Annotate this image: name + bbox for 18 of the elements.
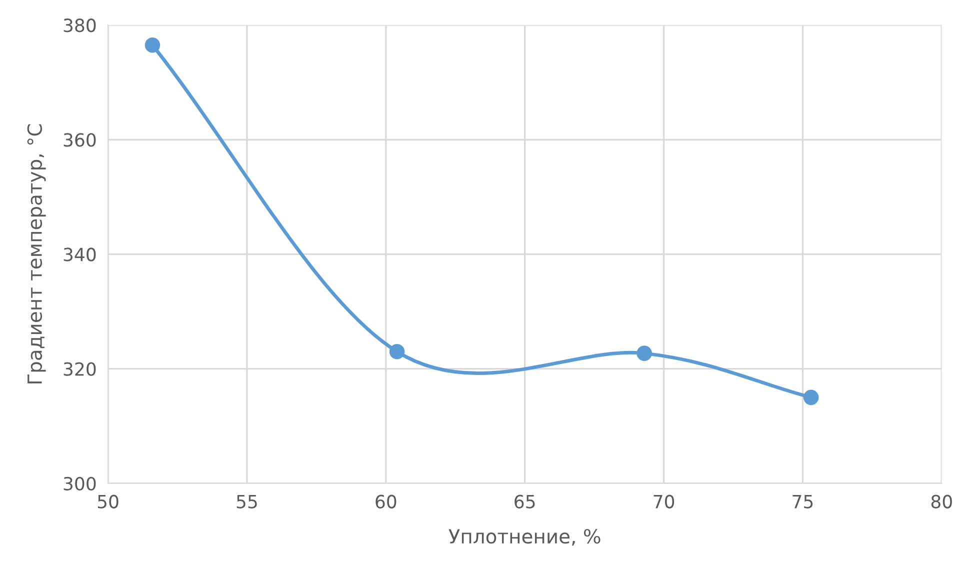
y-tick-label: 380 bbox=[64, 18, 96, 32]
x-tick-label: 60 bbox=[376, 494, 396, 508]
y-tick-label: 320 bbox=[64, 362, 96, 376]
y-axis-title: Градиент температур, °C bbox=[27, 124, 46, 384]
y-tick-label: 300 bbox=[64, 476, 96, 490]
x-axis-title: Уплотнение, % bbox=[448, 528, 600, 546]
point bbox=[636, 346, 652, 361]
x-tick-label: 50 bbox=[98, 494, 118, 508]
point bbox=[389, 344, 405, 360]
x-tick-label: 55 bbox=[236, 495, 257, 508]
x-tick-label: 65 bbox=[514, 494, 535, 508]
x-tick-label: 80 bbox=[931, 494, 952, 508]
x-tick-label: 70 bbox=[654, 494, 674, 508]
point bbox=[144, 37, 160, 53]
x-tick-label: 75 bbox=[792, 495, 813, 508]
point bbox=[803, 390, 819, 406]
y-tick-label: 340 bbox=[64, 248, 96, 262]
y-tick-label: 360 bbox=[64, 133, 96, 147]
